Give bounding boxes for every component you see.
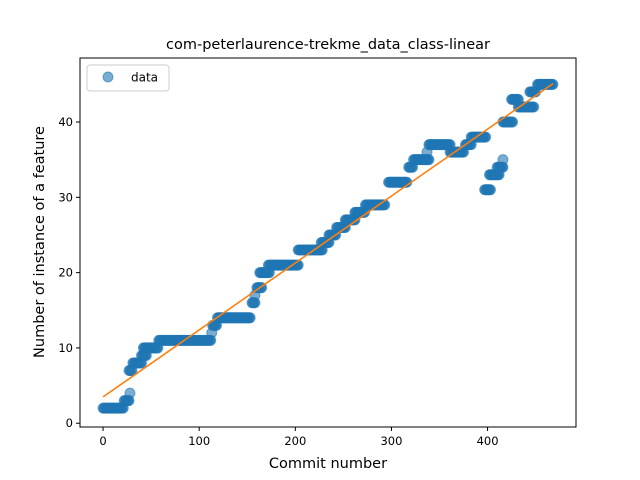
data-marks	[97, 78, 559, 414]
axis-ticks: 0 100 200 300 400 0 10 20 30 40	[58, 115, 498, 448]
y-tick-label: 40	[58, 115, 73, 129]
x-tick-label: 0	[99, 434, 106, 448]
y-tick-label: 30	[58, 190, 73, 204]
legend-marker-data	[102, 71, 114, 83]
data-point	[528, 101, 540, 113]
x-tick-label: 400	[477, 434, 499, 448]
x-tick-label: 200	[284, 434, 306, 448]
x-tick-label: 300	[380, 434, 402, 448]
data-point	[497, 154, 509, 166]
legend: data	[86, 64, 170, 92]
fit-line	[102, 82, 554, 398]
x-tick-label: 100	[188, 434, 210, 448]
data-point	[480, 131, 492, 143]
y-tick-label: 20	[58, 266, 73, 280]
legend-label-data: data	[131, 71, 158, 85]
axes-frame	[79, 57, 577, 428]
data-point	[507, 116, 519, 128]
chart-title: com-peterlaurence-trekme_data_class-line…	[166, 37, 490, 53]
y-tick-label: 10	[58, 341, 73, 355]
x-axis-label: Commit number	[269, 456, 387, 472]
y-axis-label: Number of instance of a feature	[32, 126, 48, 358]
data-point	[244, 312, 256, 324]
legend-box	[86, 64, 170, 92]
data-point	[124, 387, 136, 399]
y-tick-label: 0	[66, 416, 73, 430]
data-point	[484, 184, 496, 196]
